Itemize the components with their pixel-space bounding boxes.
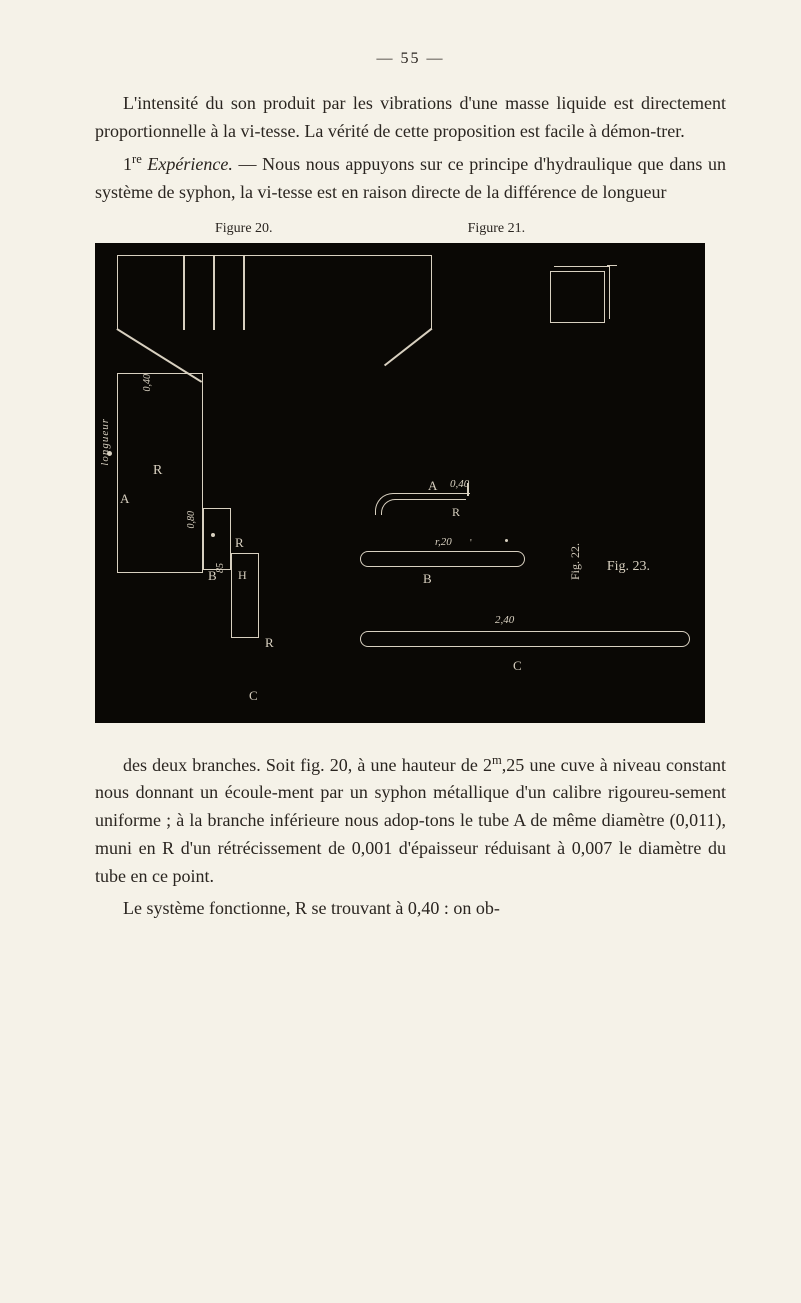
figure-diagram: longueur 0,40 R A 0,80 R 85 R B H C A 0,… (95, 243, 705, 723)
C-bottom: C (513, 658, 522, 674)
r20-tick: ' (470, 538, 472, 549)
paragraph-1: L'intensité du son produit par les vibra… (95, 90, 726, 146)
H-label: H (238, 568, 247, 583)
sr1-R: R (235, 535, 244, 551)
sr1-val: 0,80 (186, 511, 197, 529)
para2-italic: Expérience. (142, 154, 233, 174)
small-square (550, 271, 605, 323)
tube-A: A (428, 478, 437, 494)
sr1-dot (211, 533, 215, 537)
tube-vert (467, 483, 469, 496)
paragraph-2: 1re Expérience. — Nous nous appuyons sur… (95, 150, 726, 207)
paragraph-4: Le système fonctionne, R se trouvant à 0… (95, 895, 726, 923)
para3-sup: m (492, 753, 502, 767)
para3a: des deux branches. Soit fig. 20, à une h… (123, 755, 492, 775)
page-number: — 55 — (95, 50, 726, 68)
B-left: B (208, 568, 217, 584)
elongated-shape-2 (360, 631, 690, 647)
figure-labels-row: Figure 20. Figure 21. (95, 221, 726, 237)
sr2-R: R (265, 635, 274, 651)
elongated-shape-1 (360, 551, 525, 567)
trapezoid-shape (117, 255, 432, 330)
fig-23-label: Fig. 23. (607, 559, 650, 575)
r20-dot (505, 539, 508, 542)
left-R: R (153, 463, 162, 479)
small-rect-1 (203, 508, 231, 570)
B-mid: B (423, 571, 432, 587)
C-left: C (249, 688, 258, 704)
left-y-label: longueur (99, 418, 111, 466)
left-top-label: 0,40 (142, 374, 153, 392)
small-square-tick (607, 265, 617, 267)
para2-lead: 1 (123, 154, 132, 174)
small-rect-2 (231, 553, 259, 638)
left-dot (107, 451, 112, 456)
val-240: 2,40 (495, 614, 514, 626)
figure-20-label: Figure 20. (215, 221, 273, 237)
para2-sup: re (132, 152, 142, 166)
figure-21-label: Figure 21. (468, 221, 526, 237)
r20-label: r,20 (435, 536, 452, 548)
left-A: A (120, 491, 129, 507)
paragraph-3: des deux branches. Soit fig. 20, à une h… (95, 751, 726, 891)
fig-22-label: Fig. 22. (568, 543, 583, 580)
trap-diag-right (384, 328, 432, 366)
tube-curve-inner (381, 499, 466, 515)
